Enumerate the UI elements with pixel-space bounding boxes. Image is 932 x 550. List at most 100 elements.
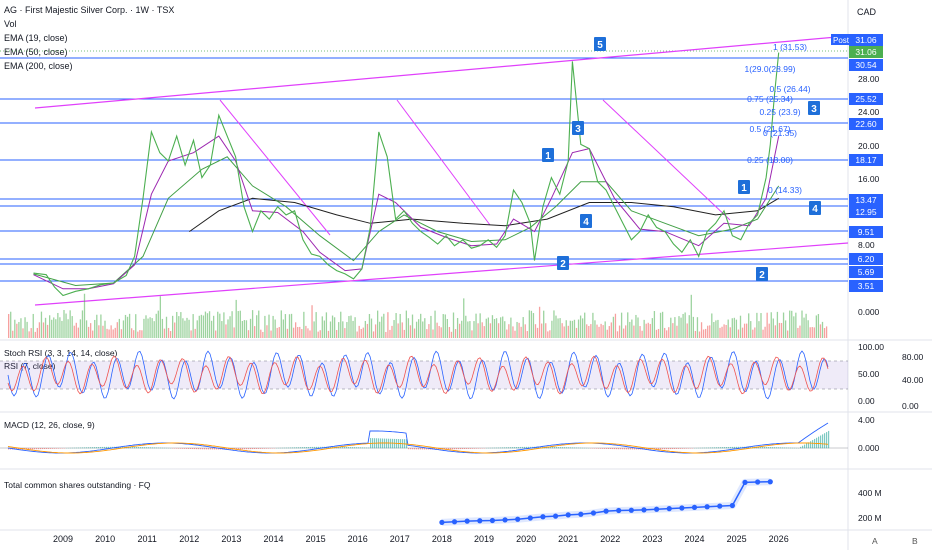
wave-label-box [756, 267, 768, 281]
volume-bar [342, 321, 344, 338]
rsi-title[interactable]: RSI (7, close) [4, 361, 56, 371]
macd-histogram-bar [236, 448, 238, 450]
macd-histogram-bar [46, 448, 48, 449]
shares-point [616, 507, 622, 514]
volume-bar [137, 331, 139, 338]
volume-bar [198, 315, 200, 338]
wave-label: 3 [811, 104, 817, 115]
volume-bar [352, 320, 354, 338]
indicator-ema50[interactable]: EMA (50, close) [4, 47, 68, 57]
volume-bar [213, 315, 215, 338]
volume-bar [467, 321, 469, 338]
volume-bar [245, 320, 248, 338]
macd-histogram-bar [572, 447, 574, 449]
macd-histogram-bar [770, 447, 772, 449]
macd-histogram-bar [262, 448, 264, 449]
volume-bar [641, 330, 643, 338]
macd-histogram-bar [138, 447, 140, 449]
indicator-ema19[interactable]: EMA (19, close) [4, 33, 68, 43]
volume-bar [350, 315, 352, 338]
macd-histogram-bar [664, 448, 666, 450]
price-tag-label: 12.95 [855, 207, 877, 217]
macd-histogram-bar [502, 447, 504, 449]
macd-histogram-bar [550, 446, 552, 449]
macd-histogram-bar [684, 448, 686, 449]
volume-bar [381, 316, 383, 338]
volume-bar [38, 322, 41, 338]
volume-bar [809, 327, 811, 338]
volume-bar [174, 322, 176, 338]
volume-bar [387, 312, 389, 338]
volume-bar [219, 313, 221, 338]
macd-histogram-bar [26, 448, 28, 450]
macd-histogram-bar [190, 448, 192, 449]
shares-point [767, 479, 773, 485]
volume-bar [762, 329, 764, 338]
log-scale-button[interactable]: B [912, 536, 918, 546]
volume-bar [83, 293, 86, 338]
currency-label[interactable]: CAD [856, 7, 876, 17]
price-axis-tick: 16.00 [858, 174, 880, 184]
wave-label-box [809, 201, 821, 215]
macd-histogram-bar [470, 448, 472, 449]
volume-bar [629, 321, 631, 338]
volume-bar [85, 320, 88, 338]
volume-bar [510, 317, 512, 338]
x-axis-label: 2017 [390, 534, 410, 544]
volume-bar [649, 323, 651, 338]
macd-histogram-bar [414, 448, 416, 450]
indicator-ema200[interactable]: EMA (200, close) [4, 61, 73, 71]
price-tag-label: 31.06 [855, 35, 877, 45]
stoch-rsi-title[interactable]: Stoch RSI (3, 3, 14, 14, close) [4, 348, 118, 358]
macd-histogram-bar [256, 448, 258, 449]
volume-bar [217, 311, 219, 338]
volume-bar [612, 316, 615, 338]
macd-histogram-bar [688, 448, 690, 449]
macd-histogram-bar [782, 447, 784, 449]
macd-histogram-bar [246, 448, 248, 450]
macd-histogram-bar [286, 447, 288, 449]
macd-histogram-bar [626, 448, 628, 450]
volume-bar [752, 329, 754, 338]
shares-title[interactable]: Total common shares outstanding · FQ [4, 480, 151, 490]
macd-histogram-bar [660, 448, 662, 450]
rsi-axis-tick: 80.00 [902, 352, 924, 362]
price-axis-tick: 20.00 [858, 141, 880, 151]
volume-bar [524, 324, 526, 338]
price-tag [849, 194, 883, 206]
macd-histogram-bar [540, 446, 542, 449]
macd-histogram-bar [160, 447, 162, 449]
volume-bar [28, 331, 30, 338]
macd-histogram-bar [186, 448, 188, 449]
macd-histogram-bar [30, 448, 32, 450]
macd-histogram-bar [110, 446, 112, 449]
volume-bar [655, 329, 658, 338]
macd-histogram-bar [622, 448, 624, 450]
macd-histogram-bar [358, 447, 360, 449]
macd-histogram-bar [732, 446, 734, 449]
stoch-axis-tick: 50.00 [858, 369, 880, 379]
price-axis-tick: 24.00 [858, 107, 880, 117]
volume-bar [819, 324, 822, 338]
macd-histogram-bar [248, 448, 250, 450]
volume-bar [377, 310, 379, 338]
macd-title[interactable]: MACD (12, 26, close, 9) [4, 420, 95, 430]
auto-scale-button[interactable]: A [872, 536, 878, 546]
volume-bar [471, 330, 473, 338]
volume-bar [393, 320, 395, 338]
volume-bar [96, 314, 98, 338]
volume-bar [163, 328, 166, 338]
volume-bar [418, 319, 420, 338]
price-tag-label: 9.51 [858, 227, 875, 237]
x-axis-label: 2020 [516, 534, 536, 544]
x-axis-label: 2026 [769, 534, 789, 544]
volume-bar [407, 318, 410, 338]
volume-bar [793, 316, 795, 338]
shares-point [679, 505, 685, 511]
price-tag [849, 93, 883, 105]
volume-bar [128, 313, 131, 338]
indicator-vol[interactable]: Vol [4, 19, 17, 29]
macd-histogram-bar [548, 446, 550, 449]
shares-point [704, 504, 710, 510]
